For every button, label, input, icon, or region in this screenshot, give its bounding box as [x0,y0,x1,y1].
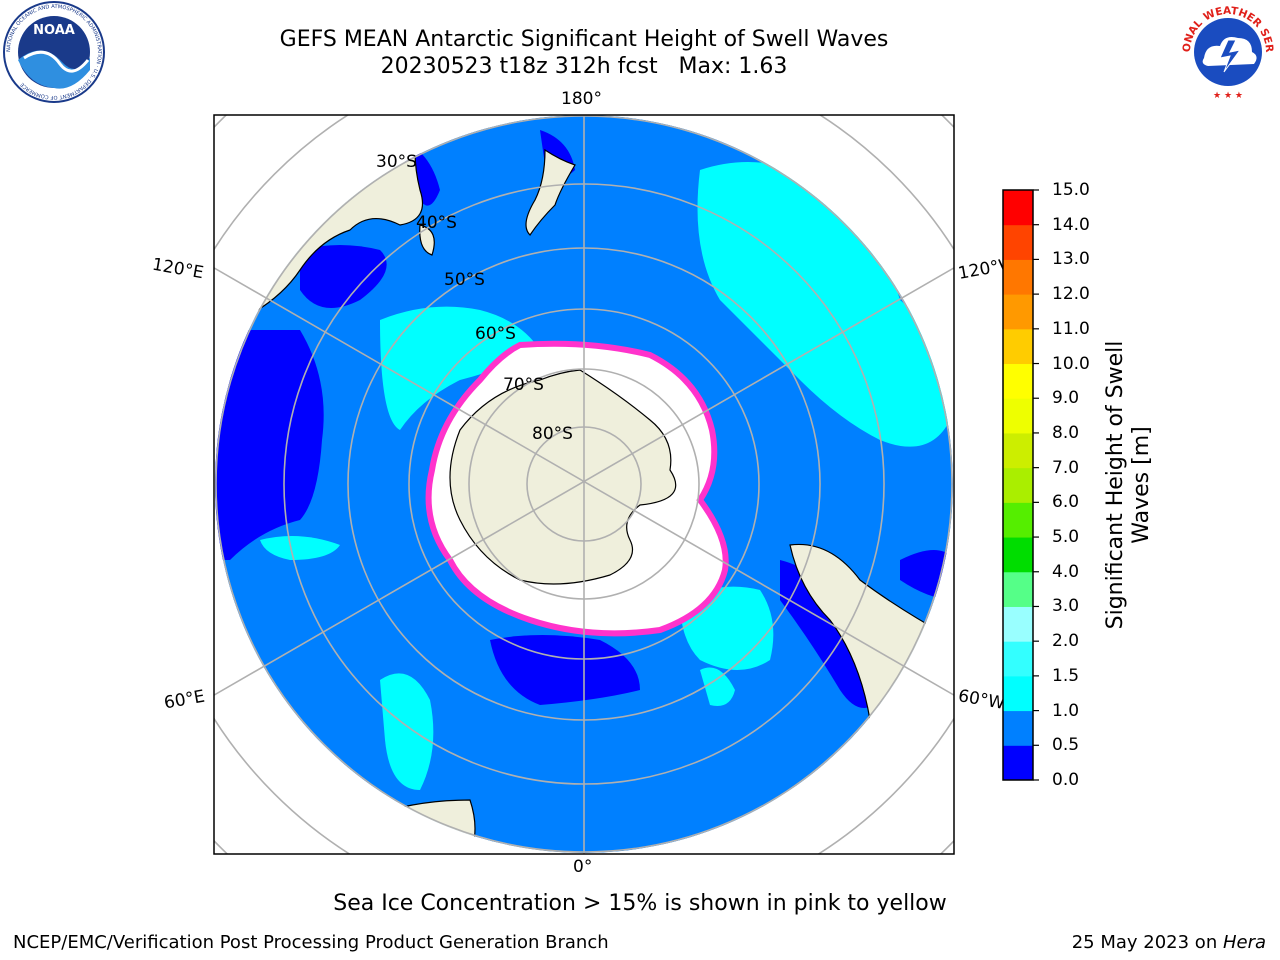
footer-host: Hera [1222,932,1266,953]
colorbar-label: Significant Height of Swell Waves [m] [1103,340,1154,630]
lon-label-180: 180° [561,89,602,109]
low-swell-region-west [215,330,324,560]
nws-stars-icon: ★ ★ ★ [1213,91,1243,101]
colorbar-segment [1003,432,1033,469]
colorbar-tick-label: 5.0 [1052,527,1080,548]
lon-label-0: 0° [573,857,593,877]
colorbar-tick-label: 0.0 [1052,770,1080,790]
colorbar-tick-label: 8.0 [1052,422,1080,443]
antarctica-land [449,369,677,585]
colorbar-segment [1003,398,1033,434]
lat-label-80s: 80°S [532,424,573,444]
colorbar-segment [1003,606,1033,642]
footer-credit: NCEP/EMC/Verification Post Processing Pr… [13,932,609,953]
noaa-logo-text: NOAA [33,23,75,38]
colorbar-segment [1003,710,1033,746]
colorbar-segment [1003,294,1033,330]
colorbar-segment [1003,571,1033,607]
lat-label-50s: 50°S [444,270,485,290]
colorbar-segment [1003,502,1033,538]
colorbar-segment [1003,745,1033,781]
low-swell-region-south [490,635,640,705]
nws-logo-icon: NATIONAL WEATHER SERVICE ★ ★ ★ [1176,0,1278,102]
lat-label-60s: 60°S [475,324,516,344]
colorbar-tick-label: 12.0 [1052,284,1090,305]
colorbar-tick-label: 4.0 [1052,561,1080,582]
colorbar-segment [1003,259,1033,295]
colorbar-tick-label: 6.0 [1052,492,1080,513]
lat-label-70s: 70°S [503,375,544,395]
map-frame [213,114,955,855]
chart-title: GEFS MEAN Antarctic Significant Height o… [279,27,889,52]
lat-label-30s: 30°S [376,152,417,172]
colorbar-segment [1003,190,1033,226]
sea-ice-caption: Sea Ice Concentration > 15% is shown in … [333,891,947,916]
colorbar-segment [1003,675,1033,712]
new-zealand-land [525,148,576,236]
colorbar-segment [1003,328,1033,365]
colorbar-tick-label: 10.0 [1052,353,1090,374]
colorbar-tick-label: 9.0 [1052,388,1080,409]
colorbar-frame [1002,189,1034,781]
colorbar-tick-label: 1.5 [1052,665,1080,686]
colorbar-tick-label: 11.0 [1052,318,1090,339]
colorbar-tick-label: 1.0 [1052,700,1080,721]
colorbar-tick-label: 3.0 [1052,596,1080,617]
footer-date: 25 May 2023 on Hera [1071,932,1266,953]
tasmania-land [419,224,435,256]
colorbar [1002,189,1039,781]
colorbar-segment [1003,363,1033,399]
colorbar-segment [1003,641,1033,677]
colorbar-tick-label: 13.0 [1052,249,1090,270]
lat-label-40s: 40°S [416,213,457,233]
noaa-logo-icon: NOAA NATIONAL OCEANIC AND ATMOSPHERIC AD… [3,1,105,103]
colorbar-tick-label: 15.0 [1052,180,1090,200]
colorbar-tick-label: 2.0 [1052,631,1080,652]
colorbar-segment [1003,224,1033,260]
chart-subtitle: 20230523 t18z 312h fcst Max: 1.63 [380,54,788,79]
colorbar-segment [1003,537,1033,573]
colorbar-tick-label: 7.0 [1052,457,1080,478]
colorbar-segment [1003,467,1033,503]
colorbar-tick-label: 14.0 [1052,214,1090,235]
colorbar-tick-label: 0.5 [1052,735,1080,756]
